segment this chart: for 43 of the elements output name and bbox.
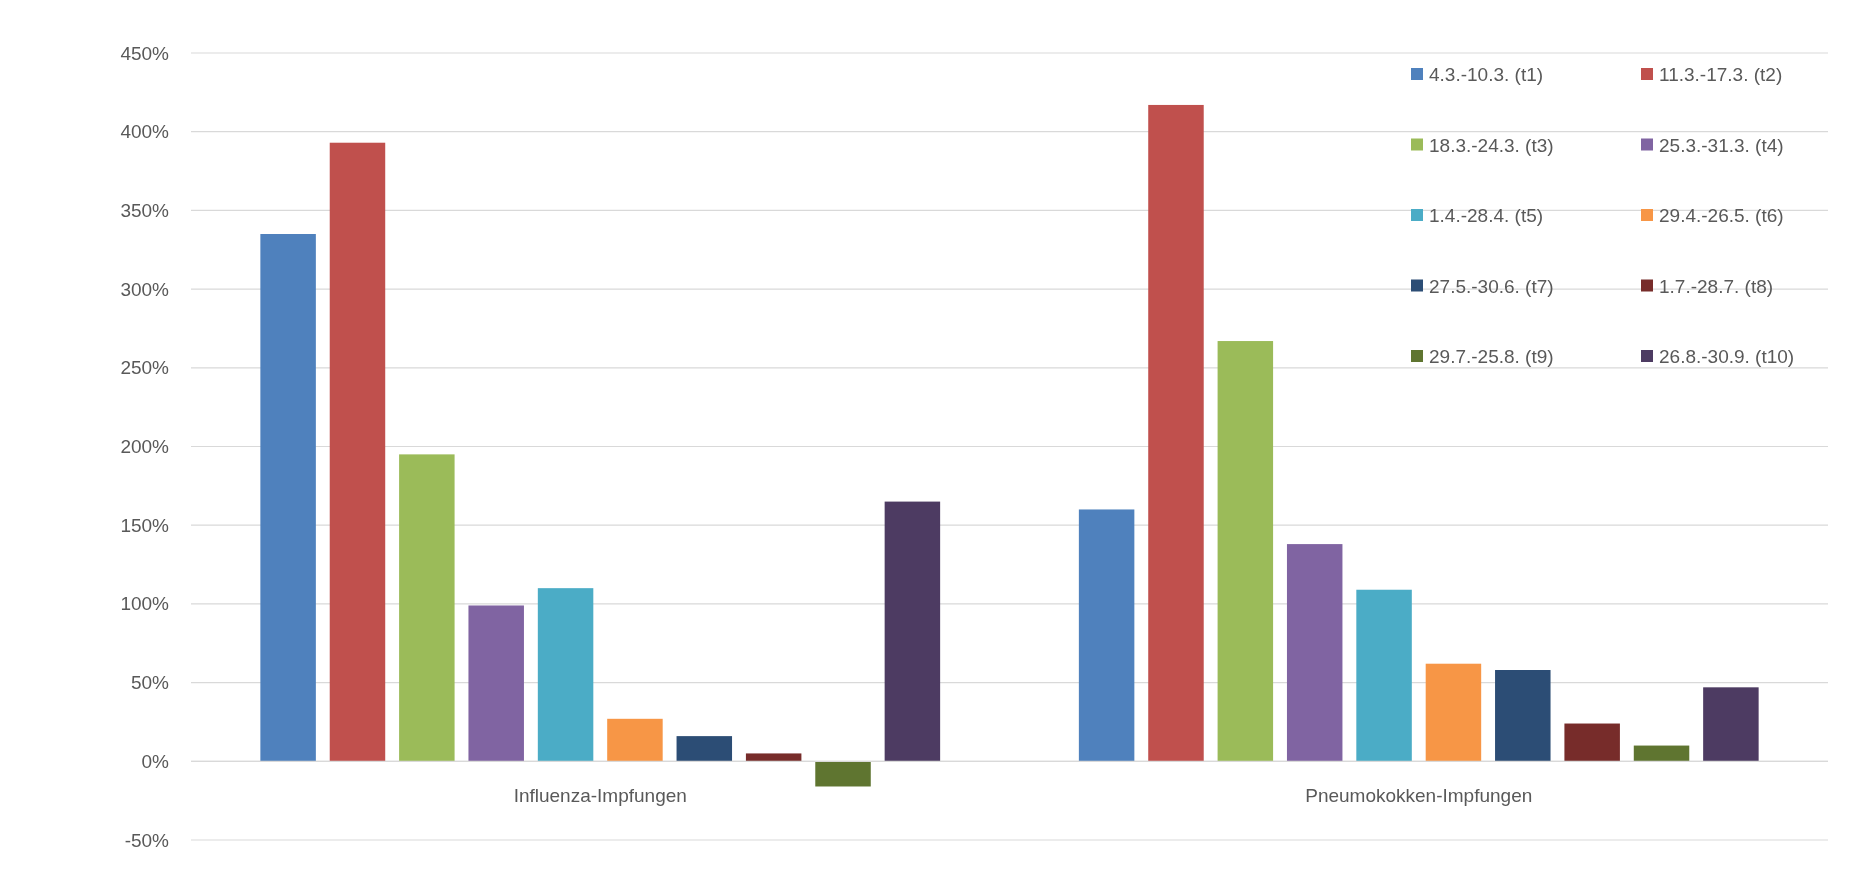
legend-label: 29.7.-25.8. (t9) — [1429, 346, 1554, 367]
y-tick-label: 450% — [120, 42, 170, 64]
bar — [1286, 544, 1343, 762]
legend-label: 4.3.-10.3. (t1) — [1429, 64, 1544, 85]
bar — [1078, 509, 1135, 762]
bar — [884, 501, 941, 762]
y-tick-label: 200% — [120, 436, 170, 458]
bar — [1217, 341, 1274, 762]
legend-label: 1.4.-28.4. (t5) — [1429, 205, 1544, 226]
y-tick-label: 150% — [120, 514, 170, 536]
bar — [676, 736, 733, 762]
bar — [1495, 670, 1551, 762]
bar — [815, 761, 871, 787]
y-tick-label: 100% — [120, 593, 170, 615]
bar — [260, 234, 316, 762]
bar — [745, 753, 802, 762]
legend-label: 26.8.-30.9. (t10) — [1659, 346, 1795, 367]
bar — [1703, 687, 1759, 762]
y-tick-label: 50% — [130, 672, 170, 694]
legend-label: 18.3.-24.3. (t3) — [1429, 134, 1554, 156]
bar — [1148, 104, 1204, 762]
legend-label: 29.4.-26.5. (t6) — [1659, 205, 1784, 226]
y-tick-label: 350% — [120, 199, 170, 221]
bar — [537, 588, 594, 762]
y-tick-label: 300% — [120, 278, 170, 300]
bar — [1564, 723, 1620, 762]
y-tick-label: 0% — [141, 750, 170, 772]
bar — [468, 605, 524, 762]
legend-label: 25.3.-31.3. (t4) — [1659, 134, 1784, 156]
y-tick-label: 250% — [120, 357, 170, 379]
x-tick-label: Pneumokokken-Impfungen — [1305, 785, 1533, 807]
x-tick-label: Influenza-Impfungen — [513, 785, 687, 807]
bar — [399, 454, 455, 762]
legend-label: 11.3.-17.3. (t2) — [1659, 64, 1783, 85]
y-tick-label: 400% — [120, 121, 170, 143]
y-tick-label: -50% — [124, 829, 170, 851]
bar — [607, 718, 663, 762]
bar — [1425, 663, 1482, 762]
legend-label: 1.7.-28.7. (t8) — [1659, 275, 1774, 297]
bar — [329, 142, 386, 762]
legend-label: 27.5.-30.6. (t7) — [1429, 275, 1554, 297]
bar — [1356, 589, 1412, 762]
bar — [1633, 745, 1690, 762]
